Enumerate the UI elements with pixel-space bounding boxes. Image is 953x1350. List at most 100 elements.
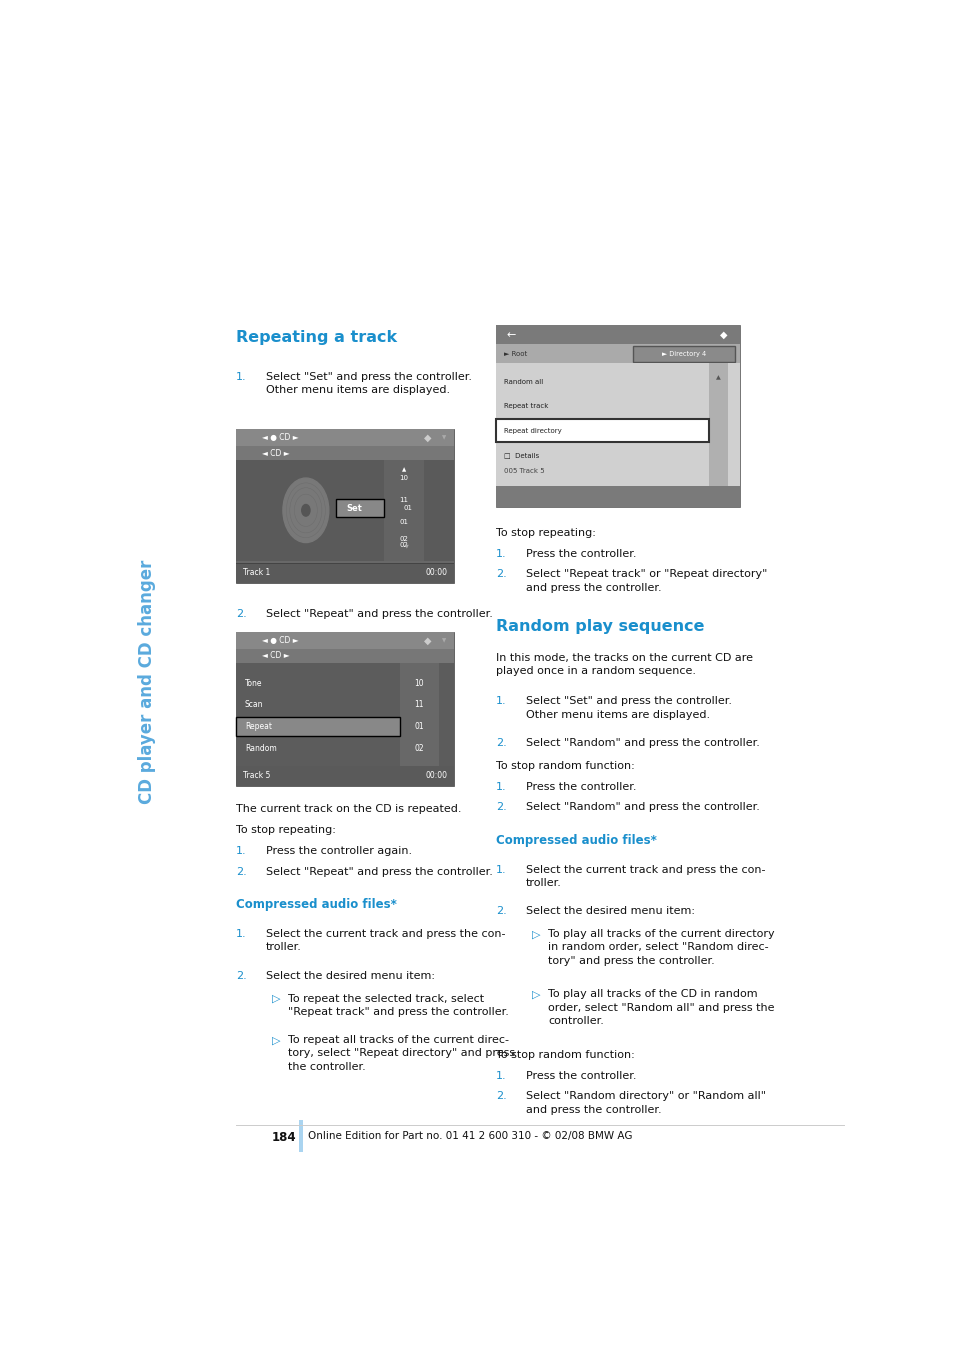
Text: ► Root: ► Root xyxy=(503,351,526,356)
Text: Select "Set" and press the controller.
Other menu items are displayed.: Select "Set" and press the controller. O… xyxy=(525,697,731,720)
Text: Scan: Scan xyxy=(245,701,263,709)
Bar xyxy=(384,460,423,560)
Text: ▼: ▼ xyxy=(442,639,446,643)
Text: 184: 184 xyxy=(272,1131,296,1143)
Text: The current track on the CD is repeated.: The current track on the CD is repeated. xyxy=(235,805,461,814)
Text: Random all: Random all xyxy=(503,379,542,385)
Circle shape xyxy=(301,505,310,516)
Circle shape xyxy=(283,478,329,543)
Text: 005 Track 5: 005 Track 5 xyxy=(503,468,544,474)
Text: Select "Repeat" and press the controller.: Select "Repeat" and press the controller… xyxy=(265,867,492,876)
Text: 2.: 2. xyxy=(496,906,507,917)
Bar xyxy=(496,420,708,441)
Text: 1.: 1. xyxy=(235,373,247,382)
Text: 2.: 2. xyxy=(496,570,507,579)
Text: 02: 02 xyxy=(399,541,408,548)
Text: Select the current track and press the con-
troller.: Select the current track and press the c… xyxy=(525,865,764,888)
Text: Random play sequence: Random play sequence xyxy=(496,620,704,634)
Bar xyxy=(235,447,454,460)
Text: 11: 11 xyxy=(415,701,423,709)
Text: Repeat: Repeat xyxy=(245,722,272,732)
Bar xyxy=(235,429,454,447)
Text: 1.: 1. xyxy=(496,1071,506,1080)
Bar xyxy=(235,663,454,765)
Text: To stop repeating:: To stop repeating: xyxy=(235,825,335,836)
Bar xyxy=(235,563,454,583)
Text: 2.: 2. xyxy=(496,802,507,813)
Text: Tone: Tone xyxy=(245,679,262,687)
Text: Track 1: Track 1 xyxy=(242,568,270,578)
Text: Repeating a track: Repeating a track xyxy=(235,331,396,346)
Bar xyxy=(235,632,454,649)
Bar xyxy=(399,663,438,765)
Text: Repeat directory: Repeat directory xyxy=(503,428,560,433)
Text: Repeat track: Repeat track xyxy=(503,404,547,409)
Text: 02: 02 xyxy=(399,536,408,541)
Text: To stop random function:: To stop random function: xyxy=(496,761,635,771)
Text: Select the current track and press the con-
troller.: Select the current track and press the c… xyxy=(265,929,504,952)
Text: ◆: ◆ xyxy=(424,636,432,645)
Text: ▷: ▷ xyxy=(272,994,280,1003)
Text: ▼: ▼ xyxy=(442,435,446,440)
Bar xyxy=(496,325,740,344)
Text: 1.: 1. xyxy=(496,865,506,875)
Bar xyxy=(235,460,454,560)
Text: Press the controller.: Press the controller. xyxy=(525,782,636,791)
Text: 2.: 2. xyxy=(496,1091,507,1102)
Bar xyxy=(496,325,740,508)
Bar xyxy=(496,363,740,486)
Text: To play all tracks of the current directory
in random order, select "Random dire: To play all tracks of the current direct… xyxy=(547,929,774,965)
Bar xyxy=(632,346,735,362)
Text: Press the controller again.: Press the controller again. xyxy=(265,846,412,856)
Text: Select "Random" and press the controller.: Select "Random" and press the controller… xyxy=(525,802,759,813)
Text: ▼: ▼ xyxy=(405,543,409,548)
Text: 01: 01 xyxy=(403,505,413,512)
Bar xyxy=(496,486,740,508)
Text: Select the desired menu item:: Select the desired menu item: xyxy=(265,971,435,980)
Text: 1.: 1. xyxy=(496,697,506,706)
Text: ◄ ● CD ►: ◄ ● CD ► xyxy=(262,433,298,443)
Text: Online Edition for Part no. 01 41 2 600 310 - © 02/08 BMW AG: Online Edition for Part no. 01 41 2 600 … xyxy=(308,1131,632,1141)
Text: 2.: 2. xyxy=(235,609,247,620)
Text: 11: 11 xyxy=(399,497,408,504)
Bar xyxy=(496,344,740,363)
Text: Random: Random xyxy=(245,744,276,753)
Bar xyxy=(235,649,454,663)
Bar xyxy=(235,765,454,786)
Text: Track 5: Track 5 xyxy=(242,771,270,780)
Text: ▷: ▷ xyxy=(531,929,539,940)
Bar xyxy=(298,1120,303,1152)
Text: ◆: ◆ xyxy=(719,329,726,340)
Text: 01: 01 xyxy=(414,722,424,732)
Text: To play all tracks of the CD in random
order, select "Random all" and press the
: To play all tracks of the CD in random o… xyxy=(547,990,774,1026)
Text: Select "Random" and press the controller.: Select "Random" and press the controller… xyxy=(525,738,759,748)
Text: In this mode, the tracks on the current CD are
played once in a random sequence.: In this mode, the tracks on the current … xyxy=(496,652,753,676)
Text: To stop random function:: To stop random function: xyxy=(496,1050,635,1060)
Text: ▲: ▲ xyxy=(401,467,406,472)
Text: ←: ← xyxy=(505,329,515,340)
Text: 1.: 1. xyxy=(235,929,247,940)
Text: 10: 10 xyxy=(414,679,424,687)
Text: Press the controller.: Press the controller. xyxy=(525,548,636,559)
Text: 10: 10 xyxy=(399,475,408,481)
Bar xyxy=(708,363,727,486)
Text: Set: Set xyxy=(346,504,362,513)
Text: To repeat all tracks of the current direc-
tory, select "Repeat directory" and p: To repeat all tracks of the current dire… xyxy=(288,1035,515,1072)
Bar xyxy=(235,632,454,786)
Text: 1.: 1. xyxy=(496,548,506,559)
Text: 00:00: 00:00 xyxy=(425,771,447,780)
Text: ▲: ▲ xyxy=(715,375,720,381)
Text: 1.: 1. xyxy=(496,782,506,791)
Text: 01: 01 xyxy=(399,520,408,525)
Text: ◄ ● CD ►: ◄ ● CD ► xyxy=(262,636,298,645)
Text: To stop repeating:: To stop repeating: xyxy=(496,528,596,537)
Text: Select the desired menu item:: Select the desired menu item: xyxy=(525,906,694,917)
Text: Compressed audio files*: Compressed audio files* xyxy=(235,898,396,911)
Text: ◄ CD ►: ◄ CD ► xyxy=(262,651,290,660)
Text: □  Details: □ Details xyxy=(503,452,538,459)
Text: Compressed audio files*: Compressed audio files* xyxy=(496,833,657,846)
Text: ▷: ▷ xyxy=(531,990,539,999)
Bar xyxy=(235,429,454,583)
Text: ► Directory 4: ► Directory 4 xyxy=(661,351,705,356)
Bar xyxy=(336,500,384,517)
